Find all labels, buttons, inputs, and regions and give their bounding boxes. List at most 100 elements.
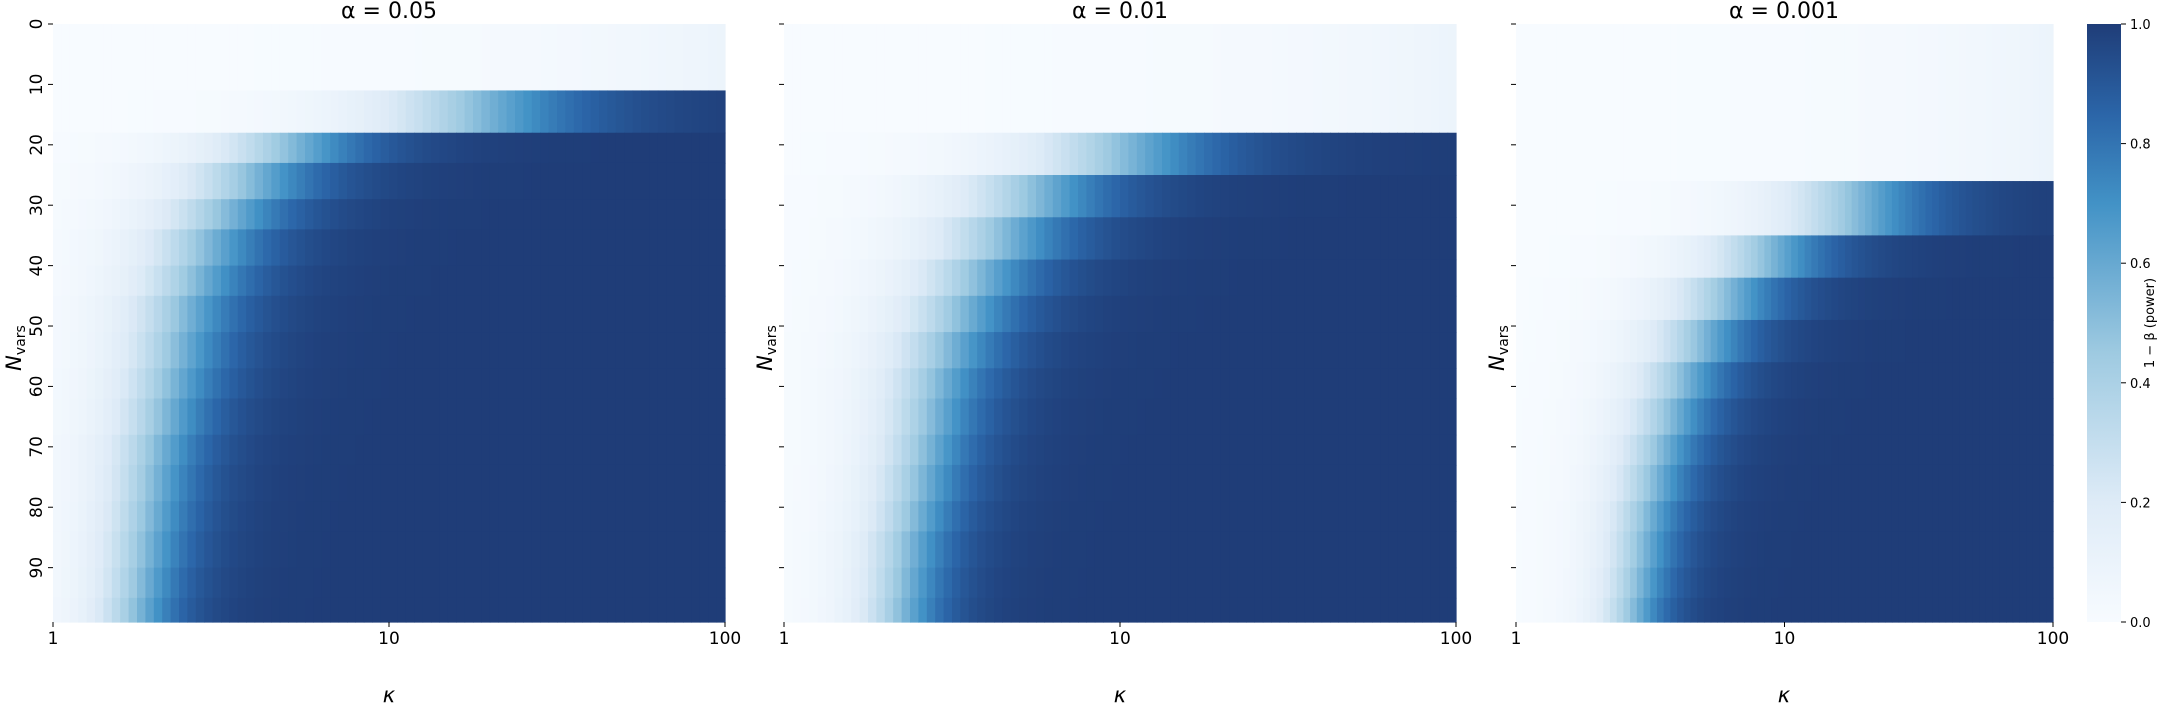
heatmap-cell xyxy=(1178,501,1188,532)
heatmap-cell xyxy=(456,132,466,164)
heatmap-cell xyxy=(1992,567,2000,599)
heatmap-cell xyxy=(78,90,88,134)
heatmap-cell xyxy=(1296,295,1306,333)
heatmap-cell xyxy=(926,295,936,333)
heatmap-cell xyxy=(2046,501,2054,532)
heatmap-cell xyxy=(1959,235,1967,279)
heatmap-cell xyxy=(515,398,524,436)
heatmap-cell xyxy=(884,295,894,333)
heatmap-cell xyxy=(1965,277,1974,321)
heatmap-cell xyxy=(229,368,239,400)
heatmap-cell xyxy=(1871,501,1880,532)
heatmap-cell xyxy=(565,132,575,164)
heatmap-cell xyxy=(153,597,163,623)
heatmap-cell xyxy=(1831,319,1839,363)
heatmap-cell xyxy=(1178,368,1188,400)
heatmap-cell xyxy=(1027,597,1037,623)
heatmap-cell xyxy=(1170,295,1180,333)
heatmap-cell xyxy=(1811,567,1819,599)
heatmap-cell xyxy=(674,199,684,230)
heatmap-cell xyxy=(456,464,466,502)
heatmap-cell xyxy=(632,464,642,502)
heatmap-cell xyxy=(1220,368,1230,400)
heatmap-cell xyxy=(271,199,281,230)
heatmap-cell xyxy=(943,368,953,400)
heatmap-cell xyxy=(1078,531,1087,569)
heatmap-cell xyxy=(1589,181,1598,237)
heatmap-cell xyxy=(531,464,541,502)
heatmap-cell xyxy=(1717,181,1725,237)
heatmap-cell xyxy=(1683,277,1692,321)
heatmap-cell xyxy=(1643,235,1651,279)
heatmap-cell xyxy=(893,259,903,297)
heatmap-cell xyxy=(666,162,676,200)
heatmap-cell xyxy=(86,464,96,502)
heatmap-cell xyxy=(943,501,953,532)
heatmap-cell xyxy=(674,332,684,369)
heatmap-cell xyxy=(994,464,1003,502)
heatmap-cell xyxy=(321,199,331,230)
heatmap-cell xyxy=(1650,501,1658,532)
y-tick-label: 60 xyxy=(27,376,47,398)
heatmap-cell xyxy=(515,295,524,333)
heatmap-cell xyxy=(2006,398,2014,436)
heatmap-cell xyxy=(1542,567,1551,599)
heatmap-cell xyxy=(1279,531,1289,569)
heatmap-cell xyxy=(1865,235,1873,279)
heatmap-cell xyxy=(1623,597,1631,623)
heatmap-cell xyxy=(296,332,306,369)
heatmap-cell xyxy=(1187,398,1197,436)
heatmap-cell xyxy=(1313,24,1323,134)
heatmap-cell xyxy=(1078,398,1087,436)
heatmap-cell xyxy=(1136,501,1146,532)
heatmap-cell xyxy=(1002,175,1012,218)
heatmap-cell xyxy=(1865,362,1873,400)
heatmap-cell xyxy=(1237,132,1247,176)
heatmap-cell xyxy=(1891,398,1900,436)
heatmap-cell xyxy=(540,24,550,92)
heatmap-cell xyxy=(1630,24,1638,182)
heatmap-cell xyxy=(1388,567,1398,599)
heatmap-cell xyxy=(254,24,264,92)
heatmap-cell xyxy=(523,265,533,297)
heatmap-cell xyxy=(834,531,844,569)
heatmap-cell xyxy=(1212,259,1222,297)
heatmap-cell xyxy=(481,24,491,92)
heatmap-cell xyxy=(893,175,903,218)
heatmap-cell xyxy=(985,368,995,400)
heatmap-cell xyxy=(1791,531,1799,569)
heatmap-cell xyxy=(573,295,583,333)
heatmap-cell xyxy=(1730,597,1739,623)
heatmap-cell xyxy=(1965,181,1974,237)
heatmap-cell xyxy=(1609,501,1618,532)
heatmap-cell xyxy=(1296,132,1306,176)
heatmap-cell xyxy=(330,368,340,400)
heatmap-cell xyxy=(1363,259,1373,297)
heatmap-cell xyxy=(1061,175,1071,218)
heatmap-cell xyxy=(1891,501,1900,532)
heatmap-cell xyxy=(271,464,281,502)
heatmap-cell xyxy=(918,434,928,466)
heatmap-cell xyxy=(78,132,88,164)
heatmap-cell xyxy=(195,597,205,623)
heatmap-cell xyxy=(422,162,432,200)
heatmap-cell xyxy=(515,567,524,599)
heatmap-cell xyxy=(179,265,188,297)
heatmap-cell xyxy=(1170,531,1180,569)
heatmap-cell xyxy=(1145,597,1155,623)
heatmap-cell xyxy=(683,90,692,134)
heatmap-cell xyxy=(1447,501,1457,532)
heatmap-cell xyxy=(162,295,172,333)
heatmap-cell xyxy=(1220,501,1230,532)
heatmap-cell xyxy=(1824,277,1833,321)
heatmap-cell xyxy=(1932,464,1940,502)
heatmap-cell xyxy=(2019,567,2027,599)
heatmap-cell xyxy=(187,265,197,297)
heatmap-cell xyxy=(632,24,642,92)
heatmap-cell xyxy=(1576,501,1584,532)
heatmap-cell xyxy=(1979,597,1987,623)
heatmap-cell xyxy=(1078,501,1087,532)
heatmap-cell xyxy=(800,368,810,400)
heatmap-cell xyxy=(1052,434,1062,466)
heatmap-cell xyxy=(78,162,88,200)
